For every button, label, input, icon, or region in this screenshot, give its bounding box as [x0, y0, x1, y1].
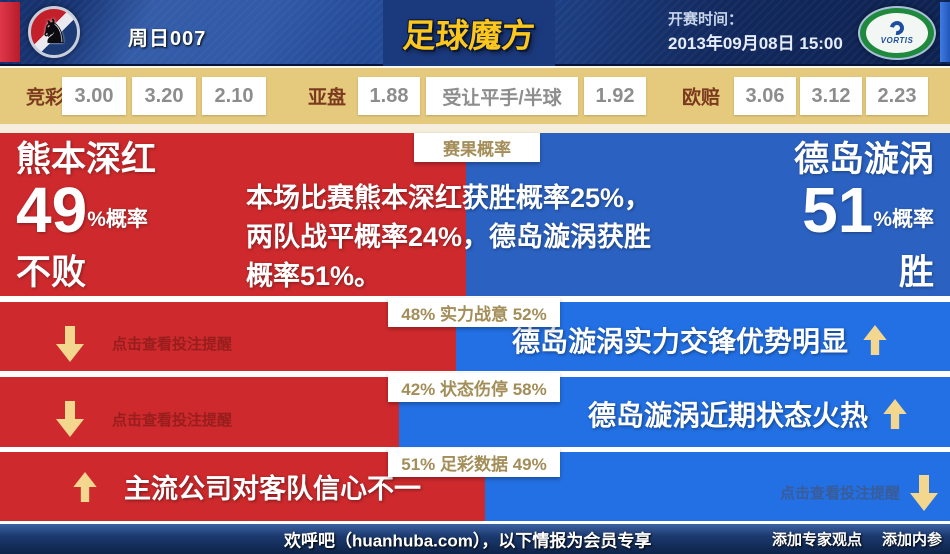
factor-row-lottery-data: 主流公司对客队信心不一 点击查看投注提醒 51% 足彩数据 49%: [0, 448, 950, 521]
kickoff-label: 开赛时间：: [668, 11, 744, 28]
brand-logo: 足球魔方: [401, 17, 537, 54]
form-percentage-strip: 42% 状态伤停 58%: [388, 373, 560, 402]
jingcai-label: 竞彩: [26, 87, 65, 109]
odds-bar: 竞彩 3.00 3.20 2.10 亚盘 1.88 受让平手/半球 1.92 欧…: [0, 66, 950, 124]
jingcai-away-odds: 2.10: [202, 77, 266, 115]
add-insider-link[interactable]: 添加内参: [881, 531, 942, 549]
home-probability-value: 49: [16, 174, 88, 246]
away-probability-suffix: %概率: [873, 208, 934, 231]
away-bet-reminder-button[interactable]: 点击查看投注提醒: [484, 452, 950, 521]
home-outcome: 不败: [16, 253, 87, 292]
home-color-stripe: [0, 2, 20, 62]
bet-reminder-label: 点击查看投注提醒: [112, 411, 233, 429]
jingcai-draw-odds: 3.20: [132, 77, 196, 115]
site-note: 欢呼吧（huanhuba.com），以下情报为会员专享: [283, 531, 652, 551]
bet-reminder-label: 点击查看投注提醒: [112, 336, 233, 353]
away-team-block: 德岛漩涡 51%概率 胜: [794, 139, 934, 295]
yapan-away-odds: 1.92: [584, 77, 646, 115]
jingcai-home-odds: 3.00: [62, 77, 126, 115]
away-panel-background: [465, 133, 950, 296]
yapan-label: 亚盘: [308, 87, 347, 109]
yapan-home-odds: 1.88: [358, 77, 420, 115]
oupei-home-odds: 3.06: [734, 77, 796, 115]
down-arrow-icon: [56, 401, 84, 437]
home-team-block: 熊本深红 49%概率 不败: [16, 139, 156, 295]
kickoff-datetime: 2013年09月08日 15:00: [668, 34, 843, 53]
kickoff-time-block: 开赛时间： 2013年09月08日 15:00: [668, 8, 843, 56]
divider-band: [0, 124, 950, 133]
away-probability-line: 51%概率: [794, 178, 934, 251]
statement-text: 主流公司对客队信心不一: [124, 474, 421, 504]
statement-text: 德岛漩涡近期状态火热: [587, 400, 868, 431]
summary-line: 本场比赛熊本深红获胜概率25%，: [246, 183, 652, 213]
oupei-label: 欧赔: [682, 87, 721, 109]
oupei-draw-odds: 3.12: [800, 77, 862, 115]
away-team-name: 德岛漩涡: [793, 140, 934, 179]
home-bet-reminder-button[interactable]: 点击查看投注提醒: [0, 302, 456, 371]
up-arrow-icon: [883, 399, 907, 429]
brand-logo-panel: 足球魔方: [383, 0, 555, 66]
vortex-icon: [887, 18, 907, 38]
bet-reminder-label: 点击查看投注提醒: [779, 485, 900, 502]
home-team-name: 熊本深红: [16, 140, 157, 179]
home-probability-line: 49%概率: [16, 178, 156, 251]
home-bet-reminder-button[interactable]: 点击查看投注提醒: [0, 377, 399, 447]
summary-line: 两队战平概率24%，德岛漩涡获胜: [246, 222, 652, 252]
factor-row-strength: 点击查看投注提醒 德岛漩涡实力交锋优势明显 48% 实力战意 52%: [0, 298, 950, 371]
away-probability-value: 51: [802, 174, 874, 246]
home-probability-suffix: %概率: [87, 208, 148, 231]
away-color-stripe: [940, 2, 950, 62]
up-arrow-icon: [73, 471, 97, 502]
footer: 欢呼吧（huanhuba.com），以下情报为会员专享 添加专家观点 添加内参: [0, 524, 950, 554]
statement-text: 德岛漩涡实力交锋优势明显: [511, 325, 848, 357]
away-team-crest-icon: VORTIS: [858, 6, 936, 60]
footer-links: 添加专家观点 添加内参: [772, 529, 942, 550]
header: ♞ 周日007 足球魔方 开赛时间： 2013年09月08日 15:00 VOR…: [0, 0, 950, 66]
away-crest-text: VORTIS: [880, 36, 914, 45]
away-outcome: 胜: [898, 253, 934, 292]
match-summary: 本场比赛熊本深红获胜概率25%， 两队战平概率24%，德岛漩涡获胜 概率51%。: [246, 179, 706, 296]
up-arrow-icon: [863, 324, 887, 355]
strength-percentage-strip: 48% 实力战意 52%: [388, 298, 560, 327]
down-arrow-icon: [910, 474, 938, 511]
home-team-crest-icon: ♞: [28, 6, 80, 58]
lottery-percentage-strip: 51% 足彩数据 49%: [388, 448, 560, 477]
result-probability-panel: 赛果概率 熊本深红 49%概率 不败 本场比赛熊本深红获胜概率25%， 两队战平…: [0, 133, 950, 296]
horse-icon: ♞: [38, 13, 70, 51]
factor-row-form: 点击查看投注提醒 德岛漩涡近期状态火热 42% 状态伤停 58%: [0, 373, 950, 447]
summary-line: 概率51%。: [246, 261, 382, 291]
oupei-away-odds: 2.23: [866, 77, 928, 115]
match-number: 周日007: [128, 28, 207, 50]
yapan-handicap: 受让平手/半球: [426, 77, 578, 115]
result-probability-badge: 赛果概率: [414, 133, 540, 162]
down-arrow-icon: [56, 325, 84, 362]
away-crest-inner: VORTIS: [866, 13, 928, 53]
add-expert-view-link[interactable]: 添加专家观点: [771, 531, 862, 549]
